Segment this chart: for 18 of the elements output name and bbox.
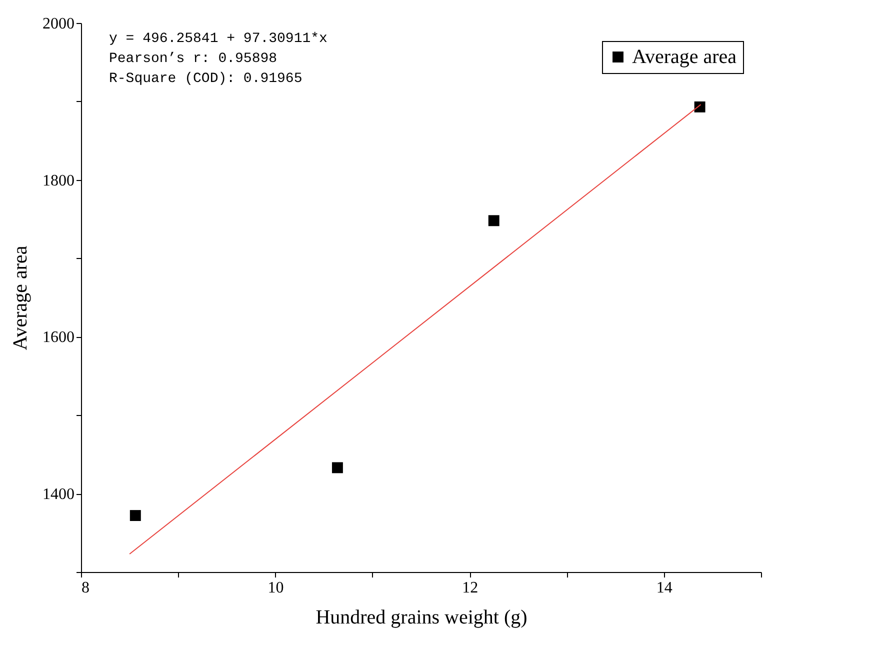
x-tick-label: 10 [268,580,284,596]
y-tick-label: 2000 [42,16,74,32]
x-axis-title: Hundred grains weight (g) [316,606,528,628]
y-tick-label: 1800 [42,172,74,190]
point [488,215,500,226]
annotation: Pearson’s r: 0.95898 [109,51,278,67]
x-tick-label: 8 [82,580,90,596]
x-tick-label: 14 [656,580,672,596]
y-axis-title: Average area [10,246,32,350]
x-tick-label: 12 [462,580,478,596]
legend-label: Average area [632,46,737,68]
point [694,101,706,112]
y-tick-label: 1400 [42,486,74,504]
y-tick-label: 1600 [42,329,74,346]
annotation: y = 496.25841 + 97.30911*x [109,31,328,47]
point [332,462,343,474]
point [130,510,141,522]
annotation: R-Square (COD): 0.91965 [109,71,302,87]
